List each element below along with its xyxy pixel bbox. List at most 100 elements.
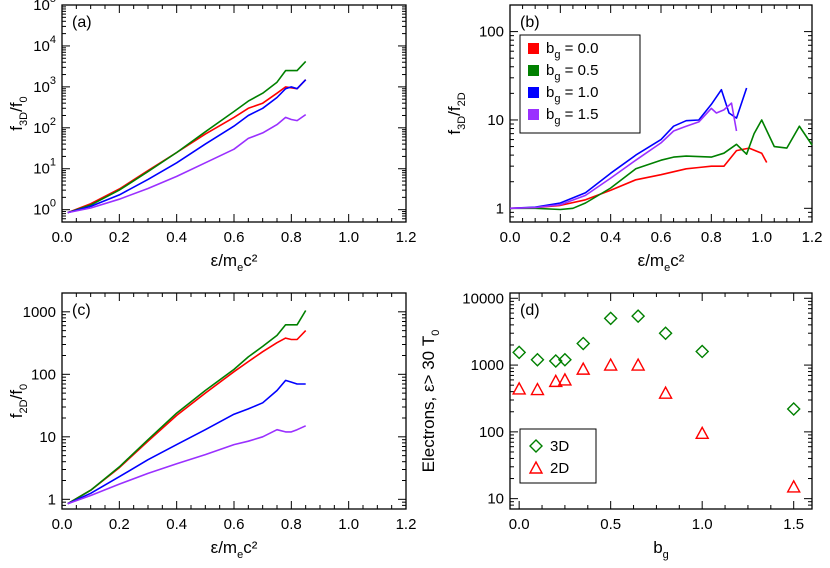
x-tick-label: 0.2 <box>109 229 130 246</box>
panel-label: (a) <box>72 14 92 31</box>
x-tick-label: 0.8 <box>701 229 722 246</box>
point-3d <box>512 345 527 360</box>
y-axis-label: Electrons, ε> 30 T0 <box>419 330 442 473</box>
x-axis-label: ε/mec² <box>638 251 685 274</box>
point-2d <box>511 381 527 395</box>
point-2d <box>576 361 591 375</box>
x-tick-label: 1.2 <box>396 229 417 246</box>
series-line-0-5 <box>67 310 307 505</box>
x-axis-label: ε/mec² <box>211 251 258 274</box>
y-tick-label: 100 <box>33 198 56 219</box>
point-3d <box>557 352 572 367</box>
legend-swatch <box>528 65 539 76</box>
series-line-0-0 <box>509 147 768 210</box>
y-axis-label: f2D/f0 <box>7 384 30 418</box>
y-tick-label: 100 <box>31 366 56 383</box>
panel-d: 0.0 0.5 1.0 1.5 10 100 1000 10000 bg Electrons, ε… <box>419 290 813 561</box>
y-axis-label: f3D/f2D <box>445 92 468 134</box>
x-tick-label: 0.0 <box>509 516 530 533</box>
x-tick-label: 1.0 <box>338 229 359 246</box>
point-2d <box>695 425 710 440</box>
y-tick-label: 101 <box>33 157 56 178</box>
point-3d <box>786 402 801 416</box>
x-tick-label: 0.8 <box>281 516 302 533</box>
y-tick-label: 103 <box>33 75 56 96</box>
y-tick-label: 100 <box>479 424 504 441</box>
x-tick-label: 1.2 <box>802 229 823 246</box>
y-tick-label: 10000 <box>462 290 504 307</box>
panel-label: (d) <box>520 302 540 319</box>
series-line-1-5 <box>67 113 307 214</box>
series-line-0-5 <box>510 119 813 211</box>
legend-label: 3D <box>550 438 569 455</box>
point-2d <box>603 357 618 371</box>
legend-swatch <box>528 43 539 54</box>
legend-swatch <box>528 109 539 120</box>
series-line-1-0 <box>67 79 307 214</box>
series-line-1-5 <box>67 425 307 505</box>
point-2d <box>557 372 573 386</box>
x-tick-label: 0.2 <box>550 229 571 246</box>
point-3d <box>658 326 673 341</box>
plot-frame <box>61 4 407 223</box>
x-axis-label: ε/mec² <box>211 538 258 561</box>
x-tick-label: 0.5 <box>600 516 621 533</box>
y-tick-label: 10 <box>487 491 504 508</box>
panel-c: 0.0 0.2 0.4 0.6 0.8 1.0 1.2 1 10 100 1000 ε/mec² f2D… <box>7 292 417 561</box>
series-line-0-5 <box>67 60 307 214</box>
panel-b: 0.0 0.2 0.4 0.6 0.8 1.0 1.2 1 10 100 ε/mec² f3D/f2D… <box>445 4 823 274</box>
x-tick-label: 1.0 <box>338 516 359 533</box>
x-tick-label: 0.2 <box>109 516 130 533</box>
x-tick-label: 0.4 <box>600 229 621 246</box>
legend-label: bg = 1.0 <box>546 84 598 105</box>
plot-frame <box>61 292 407 510</box>
point-3d <box>631 309 646 324</box>
x-axis-label: bg <box>653 538 669 561</box>
panel-label: (b) <box>520 14 540 31</box>
x-tick-label: 0.8 <box>281 229 302 246</box>
y-tick-label: 102 <box>33 116 56 137</box>
legend-box <box>519 34 641 134</box>
legend-box <box>519 428 597 484</box>
legend-marker-triangle <box>528 460 544 474</box>
y-tick-label: 105 <box>33 0 56 14</box>
x-tick-label: 1.0 <box>751 229 772 246</box>
point-2d <box>548 373 563 388</box>
legend-marker-diamond <box>529 439 543 453</box>
point-2d <box>786 479 801 493</box>
plot-frame <box>509 292 813 510</box>
x-tick-label: 0.0 <box>52 229 73 246</box>
y-tick-label: 1 <box>496 200 504 217</box>
legend-label: bg = 0.0 <box>546 40 598 61</box>
point-2d <box>530 382 545 396</box>
x-tick-label: 0.0 <box>52 516 73 533</box>
x-tick-label: 0.6 <box>651 229 672 246</box>
point-3d <box>530 352 545 367</box>
panel-label: (c) <box>72 302 91 319</box>
point-2d <box>630 357 646 371</box>
legend-swatch <box>528 87 539 98</box>
y-tick-label: 1000 <box>23 304 56 321</box>
x-tick-label: 0.6 <box>224 516 245 533</box>
point-3d <box>576 336 591 351</box>
legend-label: bg = 0.5 <box>546 62 598 83</box>
point-3d <box>603 311 618 326</box>
y-tick-label: 10 <box>487 112 504 129</box>
series-line-1-0 <box>509 87 748 210</box>
series-line-1-0 <box>67 379 306 505</box>
legend-label: bg = 1.5 <box>546 106 598 127</box>
x-tick-label: 0.4 <box>166 229 187 246</box>
x-tick-label: 1.2 <box>396 516 417 533</box>
series-line-1-5 <box>509 102 738 210</box>
series-line-0-0 <box>67 330 307 505</box>
y-tick-label: 1 <box>48 491 56 508</box>
y-tick-label: 100 <box>479 24 504 41</box>
x-tick-label: 1.0 <box>692 516 713 533</box>
x-tick-label: 0.4 <box>166 516 187 533</box>
y-tick-label: 104 <box>33 34 56 55</box>
x-tick-label: 1.5 <box>783 516 804 533</box>
y-axis-label: f3D/f0 <box>7 96 30 130</box>
point-3d <box>695 344 710 359</box>
panel-a: 0.0 0.2 0.4 0.6 0.8 1.0 1.2 100 101 102 103 104 105 ε… <box>7 0 416 274</box>
